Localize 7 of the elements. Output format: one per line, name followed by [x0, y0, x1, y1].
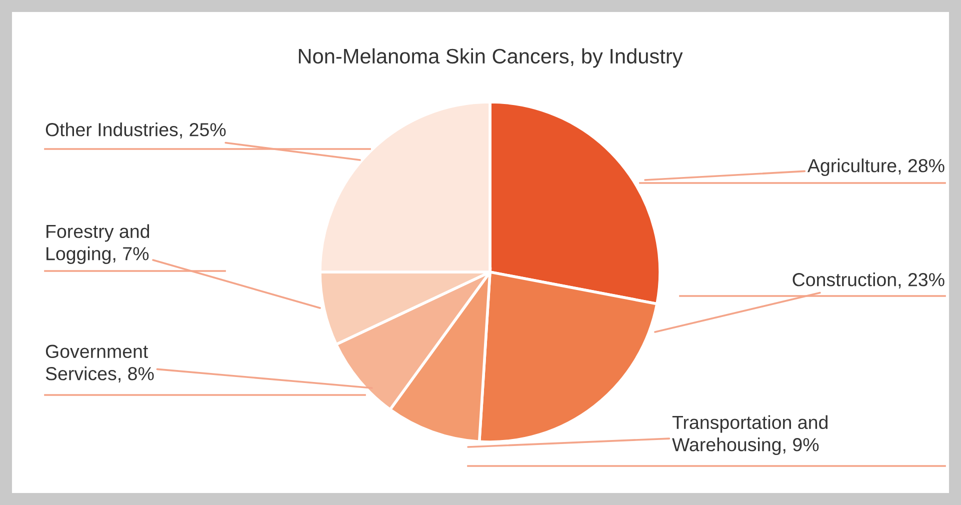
slice-label: Forestry and Logging, 7% [46, 224, 150, 264]
slice-label: Transportation and Warehousing, 9% [672, 415, 828, 455]
slice-label: Agriculture, 28% [807, 158, 944, 176]
slice-label: Construction, 23% [792, 272, 944, 289]
slice-label: Government Services, 8% [46, 344, 154, 383]
slice-label: Other Industries, 25% [46, 122, 226, 139]
chart-title: Non-Melanoma Skin Cancers, by Industry [298, 48, 683, 68]
